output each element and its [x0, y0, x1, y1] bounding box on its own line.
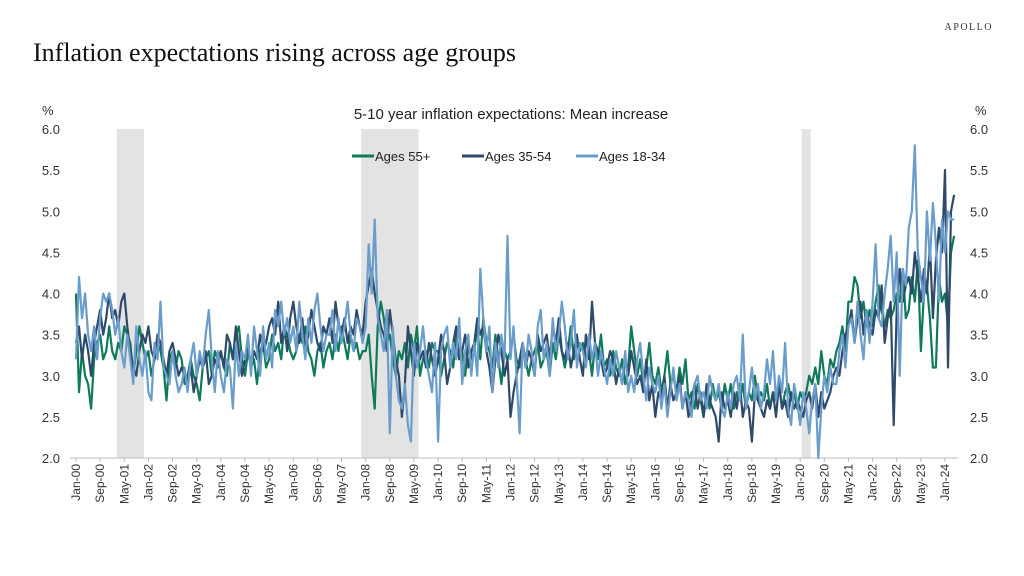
- recession-band: [116, 129, 144, 458]
- x-tick-label: Sep-12: [528, 464, 542, 503]
- y-tick-right: 6.0: [970, 122, 988, 137]
- x-tick-label: May-13: [552, 464, 566, 504]
- x-tick-label: Jan-16: [648, 464, 662, 501]
- x-tick-label: Jan-22: [866, 464, 880, 501]
- x-tick-label: May-23: [914, 464, 928, 504]
- y-tick-left: 3.5: [42, 328, 60, 343]
- x-tick-label: Sep-18: [745, 464, 759, 503]
- y-tick-right: 5.5: [970, 163, 988, 178]
- x-tick-label: Sep-14: [600, 464, 614, 503]
- y-tick-left: 5.0: [42, 204, 60, 219]
- y-tick-left: 6.0: [42, 122, 60, 137]
- series-line-ages-18-34: [74, 144, 955, 460]
- x-tick-label: Jan-12: [504, 464, 518, 501]
- y-axis-unit-left: %: [42, 103, 54, 118]
- x-tick-label: Sep-02: [166, 464, 180, 503]
- legend-label: Ages 55+: [375, 149, 430, 164]
- y-tick-right: 3.0: [970, 369, 988, 384]
- x-tick-label: Sep-22: [890, 464, 904, 503]
- x-tick-label: Jan-18: [721, 464, 735, 501]
- x-tick-label: Sep-16: [672, 464, 686, 503]
- x-tick-label: May-01: [117, 464, 131, 504]
- x-tick-label: Sep-08: [383, 464, 397, 503]
- x-tick-label: Sep-20: [817, 464, 831, 503]
- x-tick-label: Jan-20: [793, 464, 807, 501]
- page-title: Inflation expectations rising across age…: [33, 38, 517, 67]
- y-tick-left: 2.0: [42, 451, 60, 466]
- x-tick-label: Jan-08: [359, 464, 373, 501]
- x-tick-label: May-07: [335, 464, 349, 504]
- x-tick-label: Jan-14: [576, 464, 590, 501]
- y-tick-right: 4.0: [970, 287, 988, 302]
- x-tick-label: Jan-10: [431, 464, 445, 501]
- x-tick-label: May-09: [407, 464, 421, 504]
- x-tick-label: May-11: [479, 464, 493, 503]
- x-tick-label: Jan-04: [214, 464, 228, 501]
- x-tick-label: Sep-04: [238, 464, 252, 503]
- x-tick-label: May-21: [841, 464, 855, 504]
- y-tick-right: 2.5: [970, 410, 988, 425]
- y-tick-left: 2.5: [42, 410, 60, 425]
- series-line-ages-35-54: [74, 169, 956, 443]
- recession-band: [801, 129, 811, 458]
- legend-label: Ages 18-34: [599, 149, 666, 164]
- y-tick-left: 4.5: [42, 245, 60, 260]
- x-tick-label: Sep-00: [93, 464, 107, 503]
- y-tick-left: 3.0: [42, 369, 60, 384]
- y-tick-right: 5.0: [970, 204, 988, 219]
- legend-label: Ages 35-54: [485, 149, 552, 164]
- y-axis-unit-right: %: [975, 103, 987, 118]
- y-tick-left: 4.0: [42, 287, 60, 302]
- y-tick-right: 4.5: [970, 245, 988, 260]
- x-tick-label: Jan-00: [69, 464, 83, 501]
- x-tick-label: Jan-02: [141, 464, 155, 501]
- x-tick-label: May-19: [769, 464, 783, 504]
- x-tick-label: May-03: [190, 464, 204, 504]
- x-tick-label: May-15: [624, 464, 638, 504]
- y-tick-left: 5.5: [42, 163, 60, 178]
- x-tick-label: Sep-06: [310, 464, 324, 503]
- x-tick-label: Sep-10: [455, 464, 469, 503]
- chart-title: 5-10 year inflation expectations: Mean i…: [354, 106, 668, 123]
- x-tick-label: May-05: [262, 464, 276, 504]
- y-tick-right: 2.0: [970, 451, 988, 466]
- x-tick-label: Jan-06: [286, 464, 300, 501]
- x-tick-label: Jan-24: [938, 464, 952, 501]
- x-tick-label: May-17: [697, 464, 711, 504]
- y-tick-right: 3.5: [970, 328, 988, 343]
- brand-logo: APOLLO: [944, 22, 993, 33]
